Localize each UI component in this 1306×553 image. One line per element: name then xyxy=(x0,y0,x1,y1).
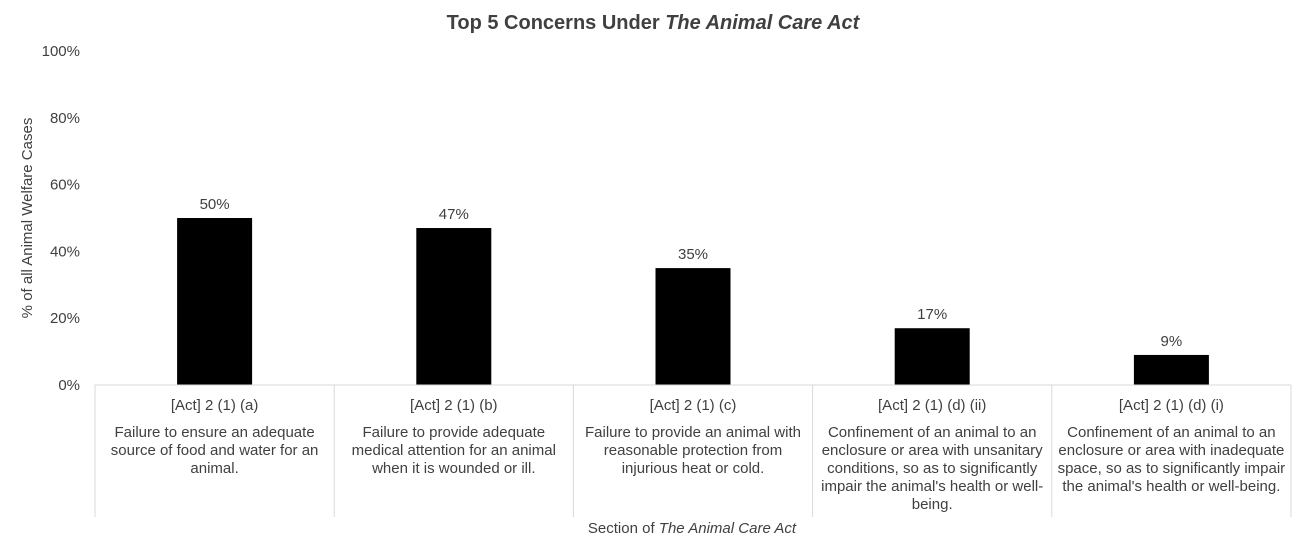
data-label: 50% xyxy=(200,196,230,213)
category-codes-group: [Act] 2 (1) (a) [Act] 2 (1) (b) [Act] 2 (1… xyxy=(171,397,1224,414)
category-description: Failure to provide adequate medical atte… xyxy=(351,424,556,477)
bar xyxy=(894,328,970,385)
category-code-label: [Act] 2 (1) (d) (ii) xyxy=(878,397,986,414)
x-axis-title-prefix: Section of xyxy=(588,520,659,537)
category-description: Confinement of an animal to an enclosure… xyxy=(821,424,1044,513)
category-code-label: [Act] 2 (1) (c) xyxy=(650,397,737,414)
y-axis-ticks: 0% 20% 40% 60% 80% 100% xyxy=(42,43,80,394)
data-label: 9% xyxy=(1161,333,1183,350)
y-tick-label: 100% xyxy=(42,43,80,60)
data-label: 35% xyxy=(678,246,708,263)
y-tick-label: 80% xyxy=(50,110,80,127)
y-axis-title: % of all Animal Welfare Cases xyxy=(19,118,36,319)
category-code-label: [Act] 2 (1) (b) xyxy=(410,397,498,414)
bar xyxy=(655,268,731,385)
y-tick-label: 20% xyxy=(50,310,80,327)
category-description: Confinement of an animal to an enclosure… xyxy=(1057,424,1286,495)
chart-title: Top 5 Concerns Under The Animal Care Act xyxy=(447,12,861,34)
bar xyxy=(177,218,253,385)
y-tick-label: 0% xyxy=(58,377,80,394)
x-axis-title: Section of The Animal Care Act xyxy=(588,520,797,537)
category-description: Failure to provide an animal with reason… xyxy=(585,424,801,477)
category-description: Failure to ensure an adequate source of … xyxy=(110,424,319,477)
data-labels-group: 50% 47% 35% 17% 9% xyxy=(200,196,1183,350)
bar xyxy=(416,228,492,385)
bar xyxy=(1133,354,1209,385)
chart-title-prefix: Top 5 Concerns Under xyxy=(447,12,666,34)
data-label: 17% xyxy=(917,306,947,323)
y-tick-label: 40% xyxy=(50,243,80,260)
x-axis-lines xyxy=(94,384,1292,517)
category-code-label: [Act] 2 (1) (a) xyxy=(171,397,259,414)
x-axis-title-italic: The Animal Care Act xyxy=(659,520,797,537)
category-code-label: [Act] 2 (1) (d) (i) xyxy=(1119,397,1224,414)
bars-group xyxy=(177,218,1209,385)
data-label: 47% xyxy=(439,206,469,223)
y-tick-label: 60% xyxy=(50,177,80,194)
chart-title-italic: The Animal Care Act xyxy=(665,12,860,34)
